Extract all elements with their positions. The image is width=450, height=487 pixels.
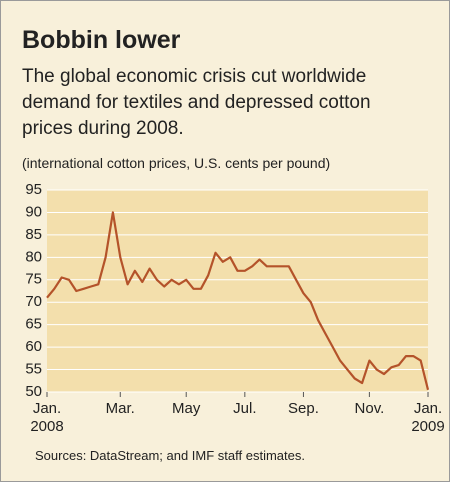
x-tick-label: Jan.	[33, 400, 61, 417]
line	[46, 211, 430, 391]
x-tick-label: Nov.	[355, 400, 385, 417]
axis-label: (international cotton prices, U.S. cents…	[22, 155, 330, 171]
y-tick-label: 50	[25, 383, 42, 400]
x-tick-label: Mar.	[106, 400, 135, 417]
y-tick-label: 75	[25, 271, 42, 288]
x-year-label: 2008	[30, 418, 63, 435]
x-tick-label: Jul.	[233, 400, 256, 417]
x-tick-label: Sep.	[288, 400, 319, 417]
x-year-label: 2009	[411, 418, 444, 435]
y-tick-label: 55	[25, 361, 42, 378]
subtitle: prices during 2008.	[22, 118, 184, 139]
y-tick-label: 85	[25, 226, 42, 243]
y-tick-label: 80	[25, 248, 42, 265]
subtitle: The global economic crisis cut worldwide	[22, 66, 366, 87]
x-tick-label: May	[172, 400, 201, 417]
y-tick-label: 95	[25, 181, 42, 198]
y-tick-label: 60	[25, 338, 42, 355]
y-tick-label: 70	[25, 293, 42, 310]
chart-title: Bobbin lower	[22, 26, 181, 54]
y-tick-label: 90	[25, 203, 42, 220]
subtitle: demand for textiles and depressed cotton	[22, 92, 371, 113]
source: Sources: DataStream; and IMF staff estim…	[35, 448, 305, 463]
y-tick-label: 65	[25, 316, 42, 333]
x-tick-label: Jan.	[414, 400, 442, 417]
